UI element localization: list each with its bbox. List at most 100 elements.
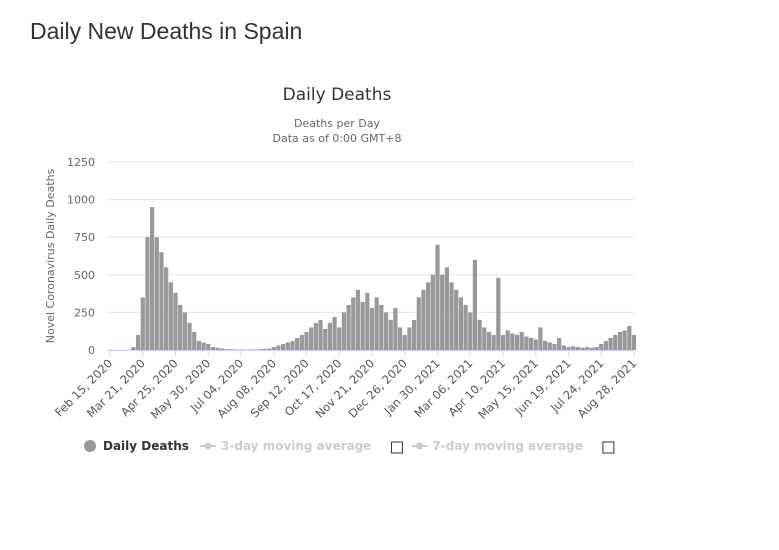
bar — [491, 334, 496, 350]
bar — [463, 304, 468, 350]
bar — [397, 327, 403, 350]
legend-marker[interactable] — [84, 440, 96, 452]
bar — [355, 289, 361, 350]
bar — [150, 207, 155, 350]
legend-checkbox[interactable] — [602, 441, 615, 454]
bar — [454, 289, 459, 350]
bar — [220, 348, 225, 350]
bar — [585, 346, 590, 350]
bar — [168, 282, 173, 350]
bar — [566, 346, 571, 350]
legend-label[interactable]: 7-day moving average — [432, 439, 582, 453]
bar — [477, 319, 482, 350]
bar — [201, 342, 206, 350]
bar — [421, 289, 426, 350]
legend-checkbox[interactable] — [390, 441, 403, 454]
bar — [393, 307, 398, 350]
bar — [627, 325, 632, 350]
bar — [337, 327, 342, 350]
bar — [412, 319, 417, 350]
bar — [519, 331, 524, 350]
bar — [271, 346, 276, 350]
bar — [580, 347, 585, 350]
legend-marker — [415, 442, 423, 450]
bar — [603, 340, 609, 350]
legend-marker — [204, 442, 212, 450]
y-tick-label: 500 — [74, 269, 95, 282]
bar — [266, 348, 272, 350]
bar — [346, 304, 351, 350]
bar — [505, 330, 510, 350]
chart-subtitle: Deaths per Day — [294, 117, 380, 130]
bar — [276, 345, 281, 350]
bar — [192, 331, 197, 350]
bar — [571, 346, 576, 350]
bar — [323, 328, 328, 350]
bar — [257, 349, 262, 350]
bar — [173, 292, 178, 350]
y-tick-label: 1250 — [67, 156, 95, 169]
bar — [402, 334, 407, 350]
y-tick-label: 750 — [74, 231, 95, 244]
bar — [510, 333, 515, 350]
chart-subtitle: Data as of 0:00 GMT+8 — [273, 132, 402, 145]
bar — [360, 301, 365, 350]
bar — [496, 277, 501, 350]
bar — [482, 327, 487, 350]
bar — [613, 334, 618, 350]
y-axis-label: Novel Coronavirus Daily Deaths — [44, 168, 57, 343]
bar — [561, 345, 566, 350]
bar — [440, 274, 445, 350]
bar — [131, 346, 136, 350]
bar — [575, 346, 580, 350]
bar — [299, 334, 304, 350]
bar — [224, 349, 230, 350]
bar — [164, 267, 169, 350]
bar — [500, 334, 506, 350]
legend-label[interactable]: 3-day moving average — [221, 439, 371, 453]
legend-label[interactable]: Daily Deaths — [103, 439, 189, 453]
bar — [178, 304, 183, 350]
bar — [135, 334, 141, 350]
bar — [538, 327, 543, 350]
bar — [285, 342, 290, 350]
bar — [374, 297, 379, 350]
bar — [449, 282, 454, 350]
bar — [262, 348, 267, 350]
bar — [594, 346, 599, 350]
bar — [215, 347, 220, 350]
bar — [430, 274, 435, 350]
bar — [332, 316, 337, 350]
bar — [182, 312, 187, 350]
x-tick-label: Aug 28, 2021 — [575, 356, 640, 421]
bar — [290, 340, 295, 350]
bar — [589, 347, 594, 350]
bar — [154, 237, 159, 350]
page-title: Daily New Deaths in Spain — [30, 18, 303, 44]
bar — [229, 349, 234, 350]
bar — [327, 322, 332, 350]
bar — [295, 337, 300, 350]
bar — [369, 307, 375, 350]
bar — [547, 342, 552, 350]
bar — [533, 339, 538, 350]
bar — [407, 327, 412, 350]
bar — [444, 267, 449, 350]
chart-title: Daily Deaths — [283, 85, 392, 105]
bar — [206, 343, 211, 350]
bar — [468, 312, 473, 350]
bar — [383, 312, 389, 350]
bar — [552, 343, 557, 350]
bar — [210, 346, 216, 350]
bar — [524, 336, 529, 350]
bar — [313, 322, 318, 350]
bar — [365, 292, 370, 350]
bar — [486, 331, 492, 350]
bar — [458, 297, 463, 350]
bar — [341, 312, 347, 350]
bar — [388, 319, 393, 350]
bar — [140, 297, 145, 350]
bar — [187, 322, 192, 350]
y-tick-label: 250 — [74, 306, 95, 319]
